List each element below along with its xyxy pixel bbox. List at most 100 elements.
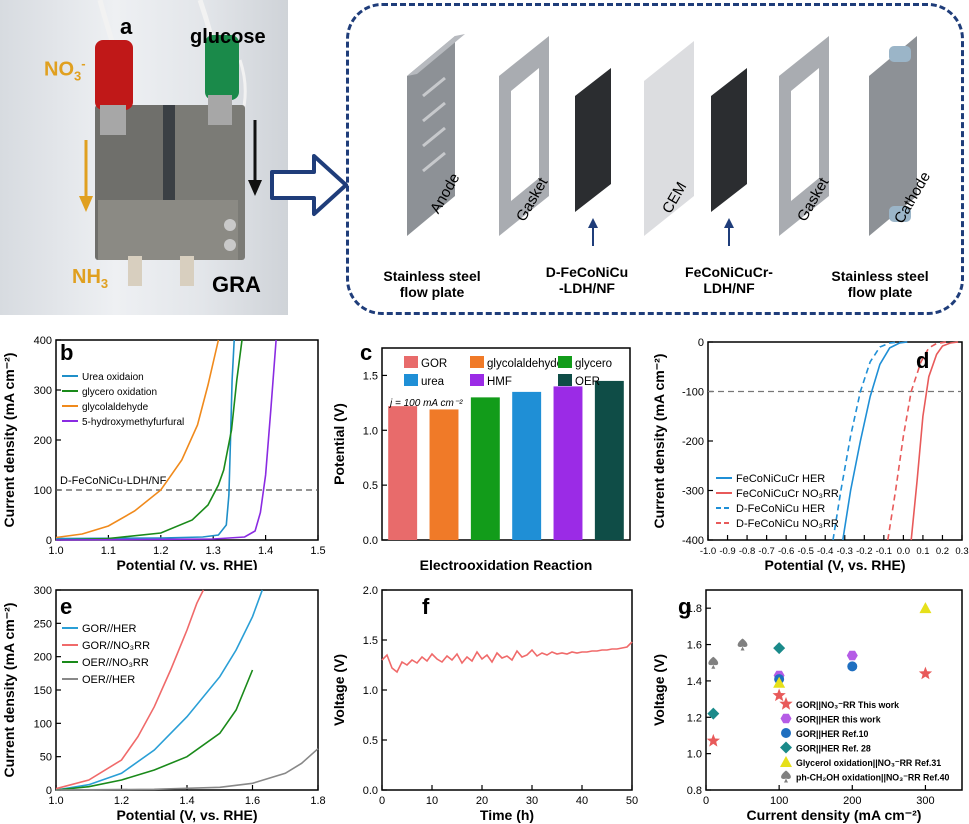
y-tick-label: 1.0 <box>363 425 378 437</box>
y-tick-label: 100 <box>34 718 52 730</box>
chart-panel-f: 0.0 0.5 1.0 1.5 2.0 0 10 20 30 40 50 Time (h) Voltag… <box>331 585 638 823</box>
x-tick-label: 1.0 <box>48 795 63 807</box>
plot-frame <box>55 339 319 541</box>
x-tick-label: -0.7 <box>758 546 774 557</box>
electrolyzer-photo-drawing <box>79 0 262 286</box>
legend-swatch <box>470 356 484 368</box>
legend-label: glycero <box>575 358 612 370</box>
gra-label: GRA <box>212 272 261 297</box>
data-point <box>847 661 858 672</box>
x-tick-label: 1.2 <box>153 545 168 557</box>
x-tick-label: 1.2 <box>114 795 129 807</box>
legend-label: GOR//HER <box>82 623 136 635</box>
legend-swatch <box>470 374 484 386</box>
y-tick-label: -400 <box>682 535 704 547</box>
panel-label-b: b <box>60 340 73 365</box>
y-tick-label: 250 <box>34 618 52 630</box>
x-tick-label: 50 <box>626 795 638 807</box>
y-axis-title: Potential (V) <box>331 403 347 485</box>
x-tick-label: 0.2 <box>936 546 949 557</box>
series-line <box>55 339 220 539</box>
x-tick-label: 40 <box>576 795 588 807</box>
y-tick-label: 0 <box>46 785 52 797</box>
y-tick-label: -100 <box>682 387 704 399</box>
data-point <box>918 666 933 680</box>
x-tick-label: 1.8 <box>310 795 325 807</box>
series-line <box>55 748 319 791</box>
legend-swatch <box>558 356 572 368</box>
panel-label-f: f <box>422 594 430 619</box>
data-point <box>707 707 720 720</box>
x-tick-label: -0.3 <box>837 546 853 557</box>
caption-feconicucr-line1: FeCoNiCuCr- <box>685 264 773 280</box>
y-tick-label: 1.5 <box>363 370 378 382</box>
legend-label: glycolaldehyde <box>487 358 563 370</box>
y-tick-label: 150 <box>34 685 52 697</box>
x-tick-label: 1.4 <box>258 545 273 557</box>
x-tick-label: 1.1 <box>101 545 116 557</box>
caption-right-line1: Stainless steel <box>831 268 929 284</box>
x-tick-label: -0.2 <box>856 546 872 557</box>
caption-right: Stainless steel flow plate <box>805 268 955 300</box>
y-tick-label: 0.8 <box>687 785 702 797</box>
x-tick-label: 0 <box>379 795 385 807</box>
data-point <box>779 697 793 710</box>
series-line <box>55 339 243 541</box>
x-tick-label: -0.8 <box>739 546 755 557</box>
y-tick-label: 0.0 <box>363 785 378 797</box>
data-point <box>772 688 786 702</box>
legend-label: GOR||HER this work <box>796 715 881 725</box>
y-tick-label: 0 <box>698 337 704 349</box>
series-line <box>55 589 264 791</box>
x-tick-label: -0.5 <box>798 546 814 557</box>
panel-label-c: c <box>360 340 372 365</box>
x-tick-label: 0.0 <box>897 546 910 557</box>
x-axis-title: Potential (V, vs. RHE) <box>764 557 905 573</box>
series-line <box>887 341 947 541</box>
chart-panel-c: 0.0 0.5 1.0 1.5 Electrooxidation Reaction Pot… <box>331 340 631 570</box>
y-axis-title: Current density (mA cm⁻²) <box>651 354 667 529</box>
legend-label: GOR//NO₃RR <box>82 640 150 652</box>
y-tick-label: 1.5 <box>363 635 378 647</box>
legend-label: D-FeCoNiCu NO₃RR <box>736 518 839 530</box>
chart-panel-e: 0 50 100 150 200 250 300 1.0 1.2 1.4 1.6 1.8 Potenti… <box>1 585 326 823</box>
bar <box>388 406 418 540</box>
caption-left: Stainless steel flow plate <box>357 268 507 300</box>
y-tick-label: 0 <box>46 535 52 547</box>
x-tick-label: 1.4 <box>179 795 194 807</box>
data-point <box>781 770 791 783</box>
series-line <box>55 589 205 790</box>
annotation-text: D-FeCoNiCu-LDH/NF <box>60 475 167 487</box>
plot-frame <box>705 589 963 791</box>
data-point <box>708 656 719 669</box>
caption-feconicucr: FeCoNiCuCr- LDH/NF <box>669 264 789 296</box>
caption-feconicucr-line2: LDH/NF <box>703 280 755 296</box>
x-tick-label: 0 <box>703 795 709 807</box>
plot-frame <box>55 589 319 791</box>
series-line <box>842 341 908 541</box>
legend-label: OER//NO₃RR <box>82 657 149 669</box>
x-tick-label: 0.1 <box>916 546 929 557</box>
legend-label: D-FeCoNiCu HER <box>736 503 825 515</box>
x-axis-title: Current density (mA cm⁻²) <box>747 807 922 823</box>
data-point <box>773 676 786 688</box>
y-tick-label: 2.0 <box>363 585 378 597</box>
data-point <box>846 650 858 661</box>
y-axis-title: Voltage (V) <box>331 654 347 726</box>
bar <box>594 380 624 540</box>
y-tick-label: 0.5 <box>363 735 378 747</box>
data-point <box>780 741 792 754</box>
panel-label-d: d <box>916 348 929 373</box>
plot-frame <box>381 347 631 541</box>
legend-label: Urea oxidaion <box>82 372 144 383</box>
y-tick-label: 1.2 <box>687 712 702 724</box>
no3-sub: 3 <box>74 68 82 84</box>
y-tick-label: 1.0 <box>363 685 378 697</box>
series-line <box>910 341 959 541</box>
legend-label: glycero oxidation <box>82 387 157 398</box>
x-tick-label: -0.4 <box>817 546 833 557</box>
annotation-text: j = 100 mA cm⁻² <box>388 398 463 409</box>
legend-label: FeCoNiCuCr NO₃RR <box>736 488 839 500</box>
hollow-arrow-icon <box>270 154 348 216</box>
